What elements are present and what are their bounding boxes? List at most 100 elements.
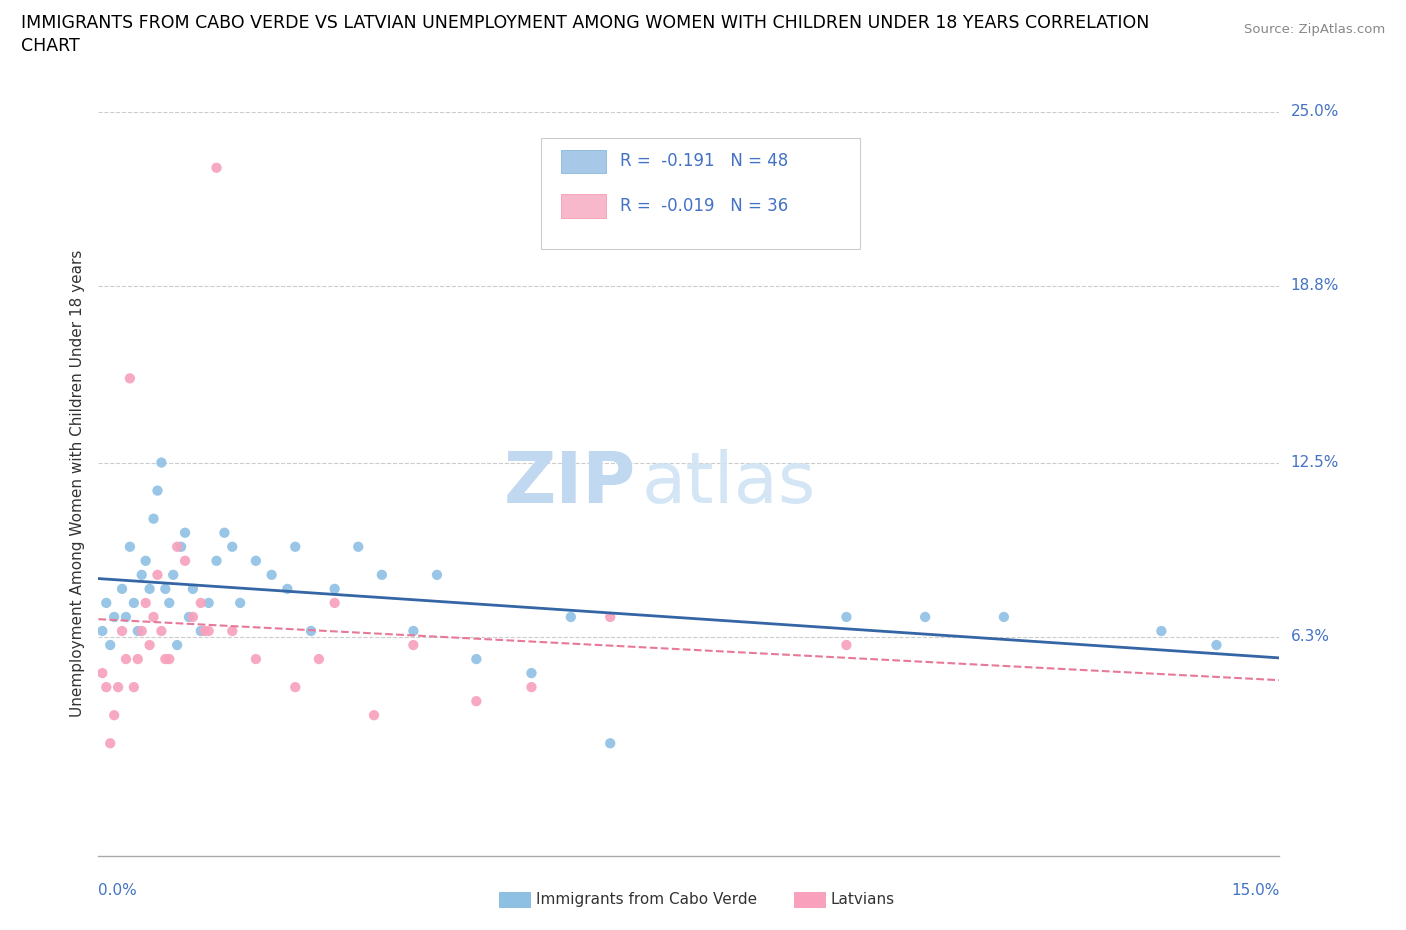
Point — [107, 680, 129, 695]
Point — [260, 567, 283, 582]
Point — [276, 581, 298, 596]
Point — [835, 609, 858, 624]
Point — [190, 623, 212, 638]
Text: R =  -0.191   N = 48: R = -0.191 N = 48 — [620, 153, 789, 170]
Text: Immigrants from Cabo Verde: Immigrants from Cabo Verde — [536, 892, 756, 907]
Point — [131, 567, 153, 582]
Point — [115, 609, 138, 624]
Point — [118, 371, 141, 386]
Point — [205, 160, 228, 175]
Point — [127, 652, 149, 667]
Text: R =  -0.019   N = 36: R = -0.019 N = 36 — [620, 197, 789, 215]
Point — [103, 609, 125, 624]
Text: IMMIGRANTS FROM CABO VERDE VS LATVIAN UNEMPLOYMENT AMONG WOMEN WITH CHILDREN UND: IMMIGRANTS FROM CABO VERDE VS LATVIAN UN… — [21, 14, 1150, 32]
Point — [91, 666, 114, 681]
Text: Latvians: Latvians — [831, 892, 896, 907]
Point — [323, 595, 346, 610]
Point — [284, 680, 307, 695]
Point — [402, 638, 425, 653]
Point — [96, 595, 118, 610]
Point — [599, 609, 621, 624]
Point — [103, 708, 125, 723]
Text: 15.0%: 15.0% — [1232, 884, 1279, 898]
Point — [323, 581, 346, 596]
Point — [131, 623, 153, 638]
Text: 12.5%: 12.5% — [1291, 455, 1339, 470]
Point — [157, 652, 180, 667]
Point — [465, 652, 488, 667]
Point — [245, 652, 267, 667]
Point — [174, 553, 197, 568]
Point — [181, 581, 204, 596]
Point — [371, 567, 394, 582]
Point — [174, 525, 197, 540]
Point — [155, 581, 177, 596]
Point — [122, 595, 145, 610]
Text: 6.3%: 6.3% — [1291, 629, 1330, 644]
Point — [177, 609, 200, 624]
Point — [221, 539, 243, 554]
Point — [205, 553, 228, 568]
Point — [135, 595, 157, 610]
Point — [599, 736, 621, 751]
Point — [166, 539, 188, 554]
Point — [221, 623, 243, 638]
Point — [111, 623, 134, 638]
Text: 18.8%: 18.8% — [1291, 278, 1339, 293]
Point — [146, 484, 169, 498]
Point — [363, 708, 385, 723]
Point — [91, 623, 114, 638]
Point — [1205, 638, 1227, 653]
Text: atlas: atlas — [641, 449, 815, 518]
Point — [245, 553, 267, 568]
Point — [166, 638, 188, 653]
Point — [194, 623, 217, 638]
Point — [520, 666, 543, 681]
Point — [560, 609, 582, 624]
Text: Source: ZipAtlas.com: Source: ZipAtlas.com — [1244, 23, 1385, 36]
Text: ZIP: ZIP — [503, 449, 636, 518]
Point — [138, 638, 160, 653]
Point — [347, 539, 370, 554]
Point — [111, 581, 134, 596]
Point — [142, 609, 165, 624]
Point — [1150, 623, 1173, 638]
Point — [214, 525, 236, 540]
Point — [170, 539, 193, 554]
Point — [229, 595, 252, 610]
Point — [197, 623, 219, 638]
Point — [162, 567, 184, 582]
FancyBboxPatch shape — [541, 138, 860, 249]
Point — [135, 553, 157, 568]
Point — [150, 455, 173, 470]
Point — [914, 609, 936, 624]
Point — [98, 638, 121, 653]
Text: 25.0%: 25.0% — [1291, 104, 1339, 119]
Point — [155, 652, 177, 667]
Point — [465, 694, 488, 709]
Point — [835, 638, 858, 653]
Point — [96, 680, 118, 695]
Point — [299, 623, 322, 638]
Point — [150, 623, 173, 638]
Point — [115, 652, 138, 667]
Point — [181, 609, 204, 624]
Point — [157, 595, 180, 610]
Bar — [561, 194, 606, 218]
Point — [142, 512, 165, 526]
Point — [98, 736, 121, 751]
Point — [426, 567, 449, 582]
Point — [118, 539, 141, 554]
Point — [520, 680, 543, 695]
Point — [122, 680, 145, 695]
Bar — [561, 150, 606, 173]
Point — [993, 609, 1015, 624]
Point — [308, 652, 330, 667]
Point — [127, 623, 149, 638]
Point — [197, 595, 219, 610]
Point — [284, 539, 307, 554]
Point — [190, 595, 212, 610]
Point — [402, 623, 425, 638]
Point — [146, 567, 169, 582]
Y-axis label: Unemployment Among Women with Children Under 18 years: Unemployment Among Women with Children U… — [69, 250, 84, 717]
